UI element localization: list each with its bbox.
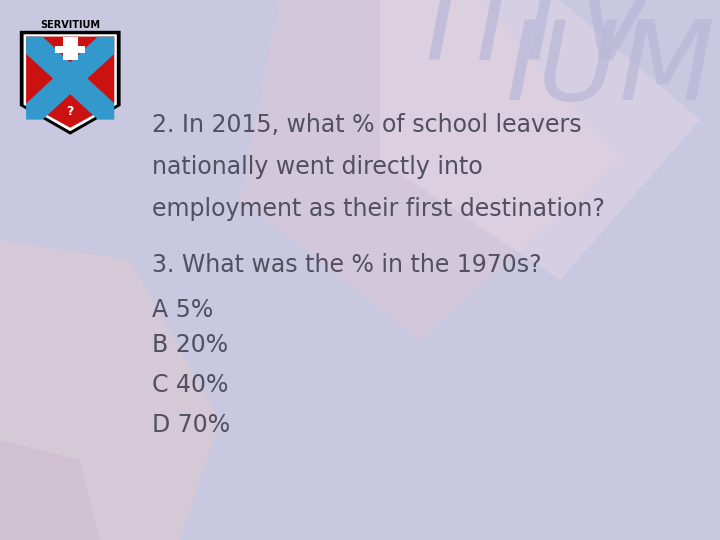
Polygon shape — [26, 37, 114, 120]
Text: ?: ? — [66, 105, 74, 118]
Polygon shape — [380, 0, 700, 280]
Polygon shape — [0, 440, 100, 540]
Text: 3. What was the % in the 1970s?: 3. What was the % in the 1970s? — [152, 253, 541, 277]
Text: SERVITIUM: SERVITIUM — [40, 21, 100, 30]
Polygon shape — [26, 37, 114, 120]
Text: TITV: TITV — [408, 0, 652, 84]
Polygon shape — [0, 240, 220, 540]
Text: D 70%: D 70% — [152, 413, 230, 437]
Polygon shape — [63, 37, 78, 59]
Text: 2. In 2015, what % of school leavers: 2. In 2015, what % of school leavers — [152, 113, 582, 137]
Text: C 40%: C 40% — [152, 373, 228, 397]
Polygon shape — [19, 31, 120, 134]
Polygon shape — [26, 37, 114, 127]
Text: B 20%: B 20% — [152, 333, 228, 357]
Text: A 5%: A 5% — [152, 298, 213, 322]
Polygon shape — [24, 34, 117, 131]
Text: employment as their first destination?: employment as their first destination? — [152, 197, 605, 221]
Polygon shape — [55, 46, 85, 53]
Text: IUM: IUM — [505, 17, 715, 124]
Text: nationally went directly into: nationally went directly into — [152, 155, 482, 179]
Polygon shape — [240, 0, 620, 340]
